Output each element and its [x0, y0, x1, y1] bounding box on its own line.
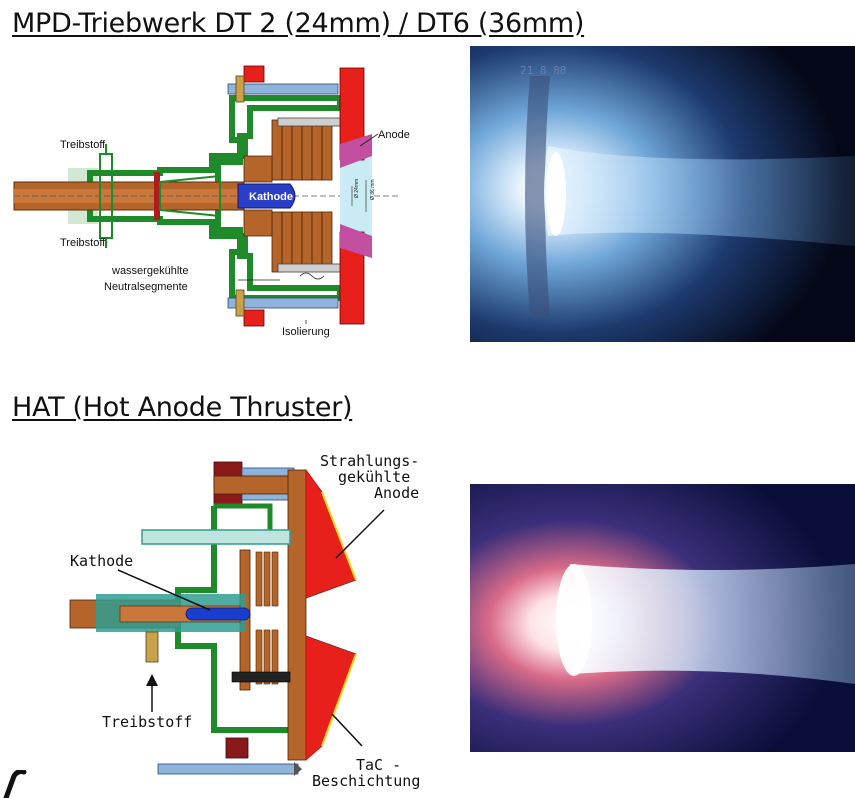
- anode-label: Anode: [378, 129, 410, 141]
- hat-plasma-photo: [470, 484, 855, 752]
- hat-thruster-diagram: Strahlungs- gekühlte Anode Kathode Treib…: [69, 452, 420, 790]
- segments-label-line2: Neutralsegmente: [104, 281, 188, 293]
- hat-coating-label-line2: Beschichtung: [312, 772, 420, 790]
- section-title-hat: HAT (Hot Anode Thruster): [12, 392, 353, 423]
- hat-anode-label-line1: Strahlungs-: [320, 452, 419, 470]
- hat-anode-label-line3: Anode: [374, 484, 419, 502]
- dim-24-label: Ø 24mm: [354, 179, 360, 198]
- propellant-bottom-label: Treibstoff: [60, 237, 106, 249]
- hat-cathode-label: Kathode: [70, 552, 133, 570]
- hat-anode-label-line2: gekühlte: [338, 468, 410, 486]
- cathode-label: Kathode: [249, 191, 293, 203]
- mpd-thruster-diagram: Kathode Ø 24mm Ø 36 mm Anode Treibstoff …: [13, 65, 410, 338]
- photo-timestamp: 21 8 88: [520, 64, 566, 77]
- mpd-plasma-photo: 21 8 88: [470, 46, 855, 342]
- propellant-top-label: Treibstoff: [60, 139, 106, 151]
- dim-36-label: Ø 36 mm: [370, 179, 376, 200]
- section-title-mpd: MPD-Triebwerk DT 2 (24mm) / DT6 (36mm): [12, 8, 585, 39]
- hat-propellant-label: Treibstoff: [102, 713, 192, 731]
- segments-label-line1: wassergekühlte: [111, 265, 188, 277]
- hat-coating-label-line1: TaC -: [356, 756, 401, 774]
- insulation-label: Isolierung: [282, 326, 330, 338]
- corner-mark: [3, 770, 27, 798]
